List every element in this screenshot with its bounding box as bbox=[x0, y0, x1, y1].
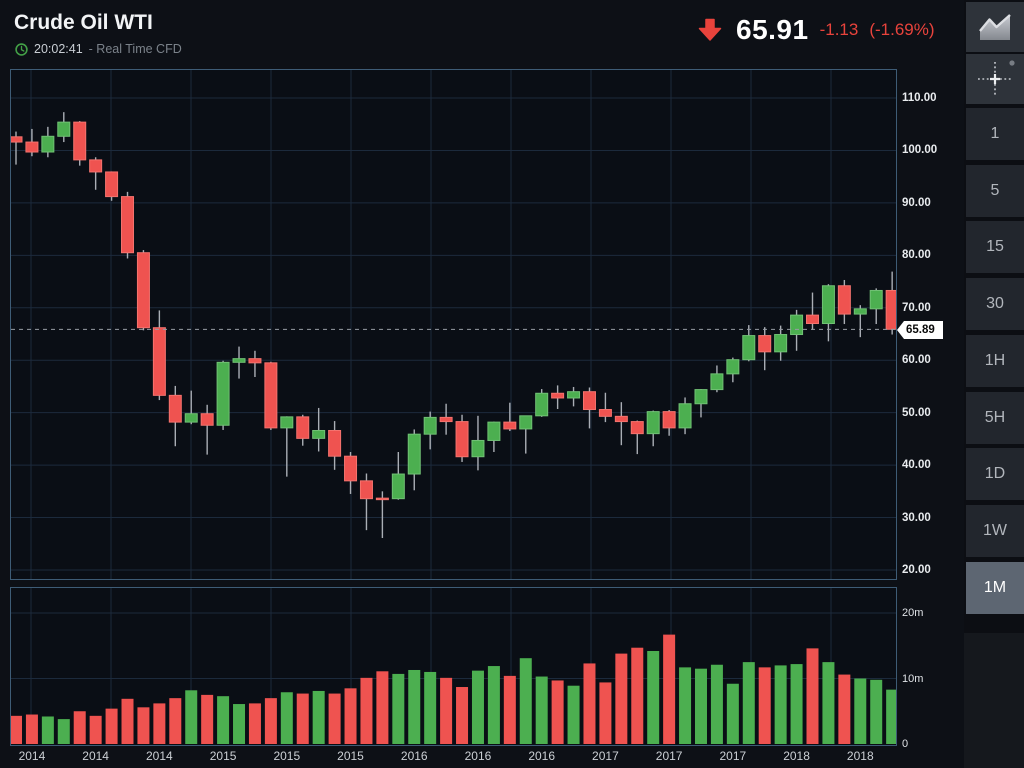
sidebar-lower-area bbox=[964, 633, 1024, 768]
timeframe-1d-button[interactable]: 1D bbox=[966, 448, 1024, 501]
price-tick-label: 50.00 bbox=[902, 406, 931, 419]
price-tick-label: 80.00 bbox=[902, 249, 931, 262]
year-tick-label: 2018 bbox=[783, 749, 810, 763]
year-tick-label: 2014 bbox=[82, 749, 109, 763]
timeframe-1w-button[interactable]: 1W bbox=[966, 504, 1024, 557]
timeframe-1h-button[interactable]: 1H bbox=[966, 334, 1024, 387]
year-tick-label: 2015 bbox=[337, 749, 364, 763]
price-change: -1.13 bbox=[819, 20, 859, 39]
quote-subtitle: 20:02:41 - Real Time CFD bbox=[15, 42, 182, 56]
clock-icon bbox=[15, 42, 28, 56]
instrument-title: Crude Oil WTI bbox=[14, 11, 153, 34]
quote-time: 20:02:41 bbox=[34, 42, 83, 56]
price-down-arrow-icon bbox=[698, 18, 722, 42]
last-price: 65.91 bbox=[736, 14, 809, 45]
volume-tick-label: 10m bbox=[902, 672, 924, 685]
volume-chart-pane[interactable] bbox=[10, 587, 897, 746]
price-tick-label: 100.00 bbox=[902, 144, 938, 157]
crosshair-button[interactable] bbox=[966, 54, 1024, 104]
toolbar-sidebar: 1 5 15 30 1H 5H 1D 1W 1M bbox=[964, 0, 1024, 768]
year-tick-label: 2016 bbox=[400, 749, 428, 763]
volume-series bbox=[11, 634, 896, 744]
price-tick-label: 70.00 bbox=[902, 301, 931, 314]
volume-chart bbox=[11, 588, 896, 744]
candlestick-series bbox=[11, 112, 896, 539]
price-tick-label: 20.00 bbox=[902, 564, 931, 576]
crosshair-icon bbox=[966, 54, 1024, 104]
timeframe-1m-button[interactable]: 1M bbox=[966, 561, 1024, 614]
timeframe-5-button[interactable]: 5 bbox=[966, 164, 1024, 217]
price-change-percent: (-1.69%) bbox=[869, 20, 935, 39]
year-tick-label: 2014 bbox=[18, 749, 46, 763]
year-tick-label: 2018 bbox=[846, 749, 874, 763]
timeframe-30-button[interactable]: 30 bbox=[966, 278, 1024, 331]
year-tick-label: 2015 bbox=[273, 749, 301, 763]
volume-tick-label: 20m bbox=[902, 607, 924, 619]
price-tick-label: 60.00 bbox=[902, 354, 931, 367]
year-tick-label: 2016 bbox=[528, 749, 556, 763]
year-tick-label: 2016 bbox=[464, 749, 492, 763]
price-tick-label: 110.00 bbox=[902, 92, 937, 104]
price-tick-label: 90.00 bbox=[902, 196, 931, 209]
price-tick-label: 30.00 bbox=[902, 511, 931, 524]
year-tick-label: 2017 bbox=[655, 749, 683, 763]
chart-style-button[interactable] bbox=[966, 2, 1024, 52]
volume-tick-label: 0 bbox=[902, 738, 909, 750]
current-price-label: 65.89 bbox=[897, 321, 943, 339]
year-tick-label: 2015 bbox=[209, 749, 237, 763]
year-tick-label: 2017 bbox=[592, 749, 619, 763]
timeframe-1-button[interactable]: 1 bbox=[966, 108, 1024, 160]
timeframe-5h-button[interactable]: 5H bbox=[966, 391, 1024, 444]
quote-block: 65.91 -1.13 (-1.69%) bbox=[698, 14, 935, 46]
feed-label: - Real Time CFD bbox=[88, 42, 182, 56]
price-tick-label: 40.00 bbox=[902, 459, 931, 472]
year-tick-label: 2014 bbox=[146, 749, 173, 763]
area-chart-icon bbox=[975, 7, 1015, 47]
price-chart-pane[interactable] bbox=[10, 69, 897, 580]
year-tick-label: 2017 bbox=[719, 749, 747, 763]
candlestick-chart bbox=[11, 70, 896, 579]
timeframe-15-button[interactable]: 15 bbox=[966, 221, 1024, 274]
